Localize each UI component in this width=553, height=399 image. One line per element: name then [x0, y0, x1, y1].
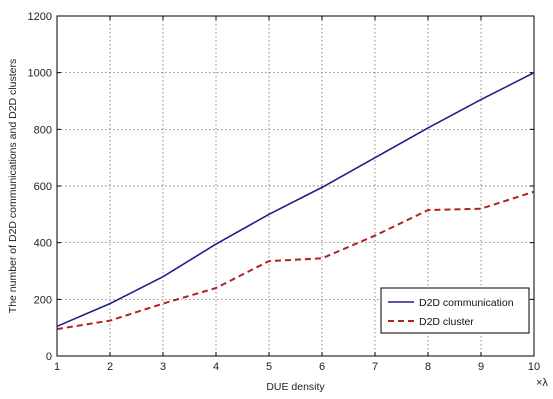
x-tick-label: 2: [107, 361, 113, 373]
y-tick-label: 200: [34, 294, 52, 306]
x-tick-label: 3: [160, 361, 166, 373]
axis-ticks: [56, 15, 535, 357]
x-tick-label: 1: [54, 361, 60, 373]
y-tick-label: 400: [34, 238, 52, 250]
x-tick-label: 5: [266, 361, 272, 373]
x-tick-label: 9: [478, 361, 484, 373]
x-axis-label: DUE density: [266, 381, 325, 393]
x-tick-label: 10: [528, 361, 540, 373]
x-tick-label: 4: [213, 361, 219, 373]
y-tick-label: 1000: [28, 68, 52, 80]
y-tick-label: 0: [46, 351, 52, 363]
series-line-2: [56, 190, 535, 331]
series-layer: [56, 71, 535, 331]
x-tick-label: 7: [372, 361, 378, 373]
x-tick-label: 6: [319, 361, 325, 373]
y-axis-label: The number of D2D communications and D2D…: [7, 59, 19, 313]
grid-lines: [57, 16, 534, 356]
y-tick-label: 800: [34, 124, 52, 136]
y-tick-label: 600: [34, 181, 52, 193]
legend-box: [380, 287, 530, 334]
legend-label-1: D2D communication: [419, 297, 514, 309]
legend: D2D communication D2D cluster: [380, 287, 530, 334]
y-tick-label: 1200: [28, 11, 52, 23]
x-tick-label: 8: [425, 361, 431, 373]
legend-label-2: D2D cluster: [419, 316, 474, 328]
x-axis-multiplier: ×λ: [536, 377, 548, 389]
tick-labels: 1 2 3 4 5 6 7 8 9 10 0 200 400 600 800 1000 1200: [28, 11, 541, 373]
series-line-1: [56, 71, 535, 328]
